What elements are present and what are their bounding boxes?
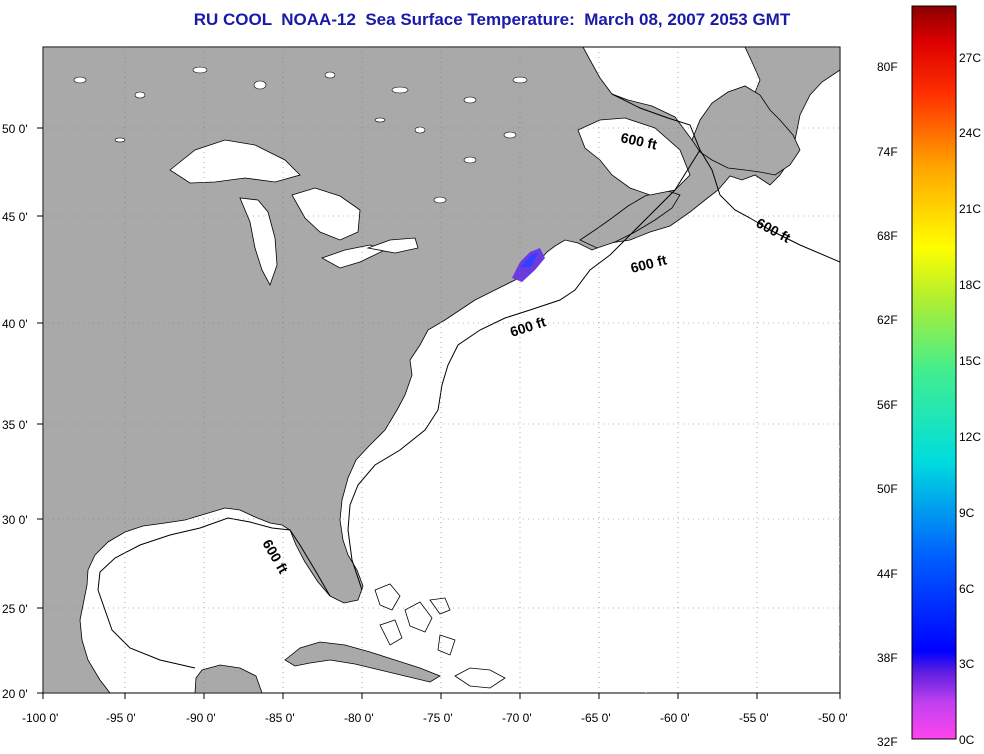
lon-tick-label: -70 0' [502, 711, 532, 725]
sst-swath-gulf-of-maine [512, 248, 545, 282]
colorbar-c-label: 0C [959, 733, 975, 747]
map-title: RU COOL NOAA-12 Sea Surface Temperature:… [193, 10, 791, 29]
colorbar-c-label: 21C [959, 202, 981, 216]
colorbar-c-label: 12C [959, 430, 981, 444]
colorbar-c-label: 3C [959, 657, 975, 671]
land-newfoundland [691, 85, 801, 176]
lat-tick-label: 45 0' [2, 210, 28, 224]
colorbar-f-label: 62F [877, 313, 898, 327]
longitude-labels: -100 0' -95 0' -90 0' -85 0' -80 0' -75 … [22, 711, 848, 725]
isobath-600ft [97, 93, 840, 669]
colorbar-f-label: 32F [877, 735, 898, 749]
small-lakes [73, 66, 528, 204]
lat-tick-label: 50 0' [2, 122, 28, 136]
land-bahamas [374, 583, 456, 656]
colorbar-fahrenheit-labels: 80F 74F 68F 62F 56F 50F 44F 38F 32F [877, 60, 898, 749]
colorbar-c-label: 9C [959, 506, 975, 520]
sst-swath-midatlantic [575, 310, 840, 542]
colorbar-f-label: 80F [877, 60, 898, 74]
sst-swath-south [622, 538, 840, 693]
colorbar-f-label: 74F [877, 145, 898, 159]
land-yucatan [194, 664, 263, 693]
lon-tick-label: -65 0' [581, 711, 611, 725]
frame-ticks [37, 127, 841, 699]
land-nova-scotia [579, 189, 681, 249]
temperature-colorbar [911, 5, 957, 740]
lat-tick-label: 25 0' [2, 602, 28, 616]
colorbar-f-label: 38F [877, 651, 898, 665]
lat-tick-label: 40 0' [2, 317, 28, 331]
colorbar-c-label: 18C [959, 278, 981, 292]
lon-tick-label: -60 0' [660, 711, 690, 725]
lon-tick-label: -80 0' [344, 711, 374, 725]
lat-tick-label: 35 0' [2, 418, 28, 432]
colorbar-c-label: 24C [959, 126, 981, 140]
lon-tick-label: -55 0' [739, 711, 769, 725]
land-cuba [284, 641, 441, 683]
latitude-labels: 50 0' 45 0' 40 0' 35 0' 30 0' 25 0' 20 0… [2, 122, 28, 701]
lon-tick-label: -90 0' [186, 711, 216, 725]
lon-tick-label: -85 0' [265, 711, 295, 725]
lat-tick-label: 20 0' [2, 687, 28, 701]
lon-tick-label: -100 0' [22, 711, 58, 725]
colorbar-f-label: 56F [877, 398, 898, 412]
isobath-label: 600 ft [619, 129, 658, 152]
colorbar-f-label: 44F [877, 567, 898, 581]
great-lakes [169, 139, 419, 286]
colorbar-c-label: 27C [959, 51, 981, 65]
colorbar-c-label: 6C [959, 582, 975, 596]
colorbar-f-label: 50F [877, 482, 898, 496]
lat-tick-label: 30 0' [2, 513, 28, 527]
colorbar-f-label: 68F [877, 229, 898, 243]
land-hispaniola [454, 667, 506, 689]
colorbar-celsius-labels: 27C 24C 21C 18C 15C 12C 9C 6C 3C 0C [959, 51, 981, 747]
lon-tick-label: -75 0' [423, 711, 453, 725]
lon-tick-label: -50 0' [818, 711, 848, 725]
lon-tick-label: -95 0' [106, 711, 136, 725]
colorbar-c-label: 15C [959, 354, 981, 368]
